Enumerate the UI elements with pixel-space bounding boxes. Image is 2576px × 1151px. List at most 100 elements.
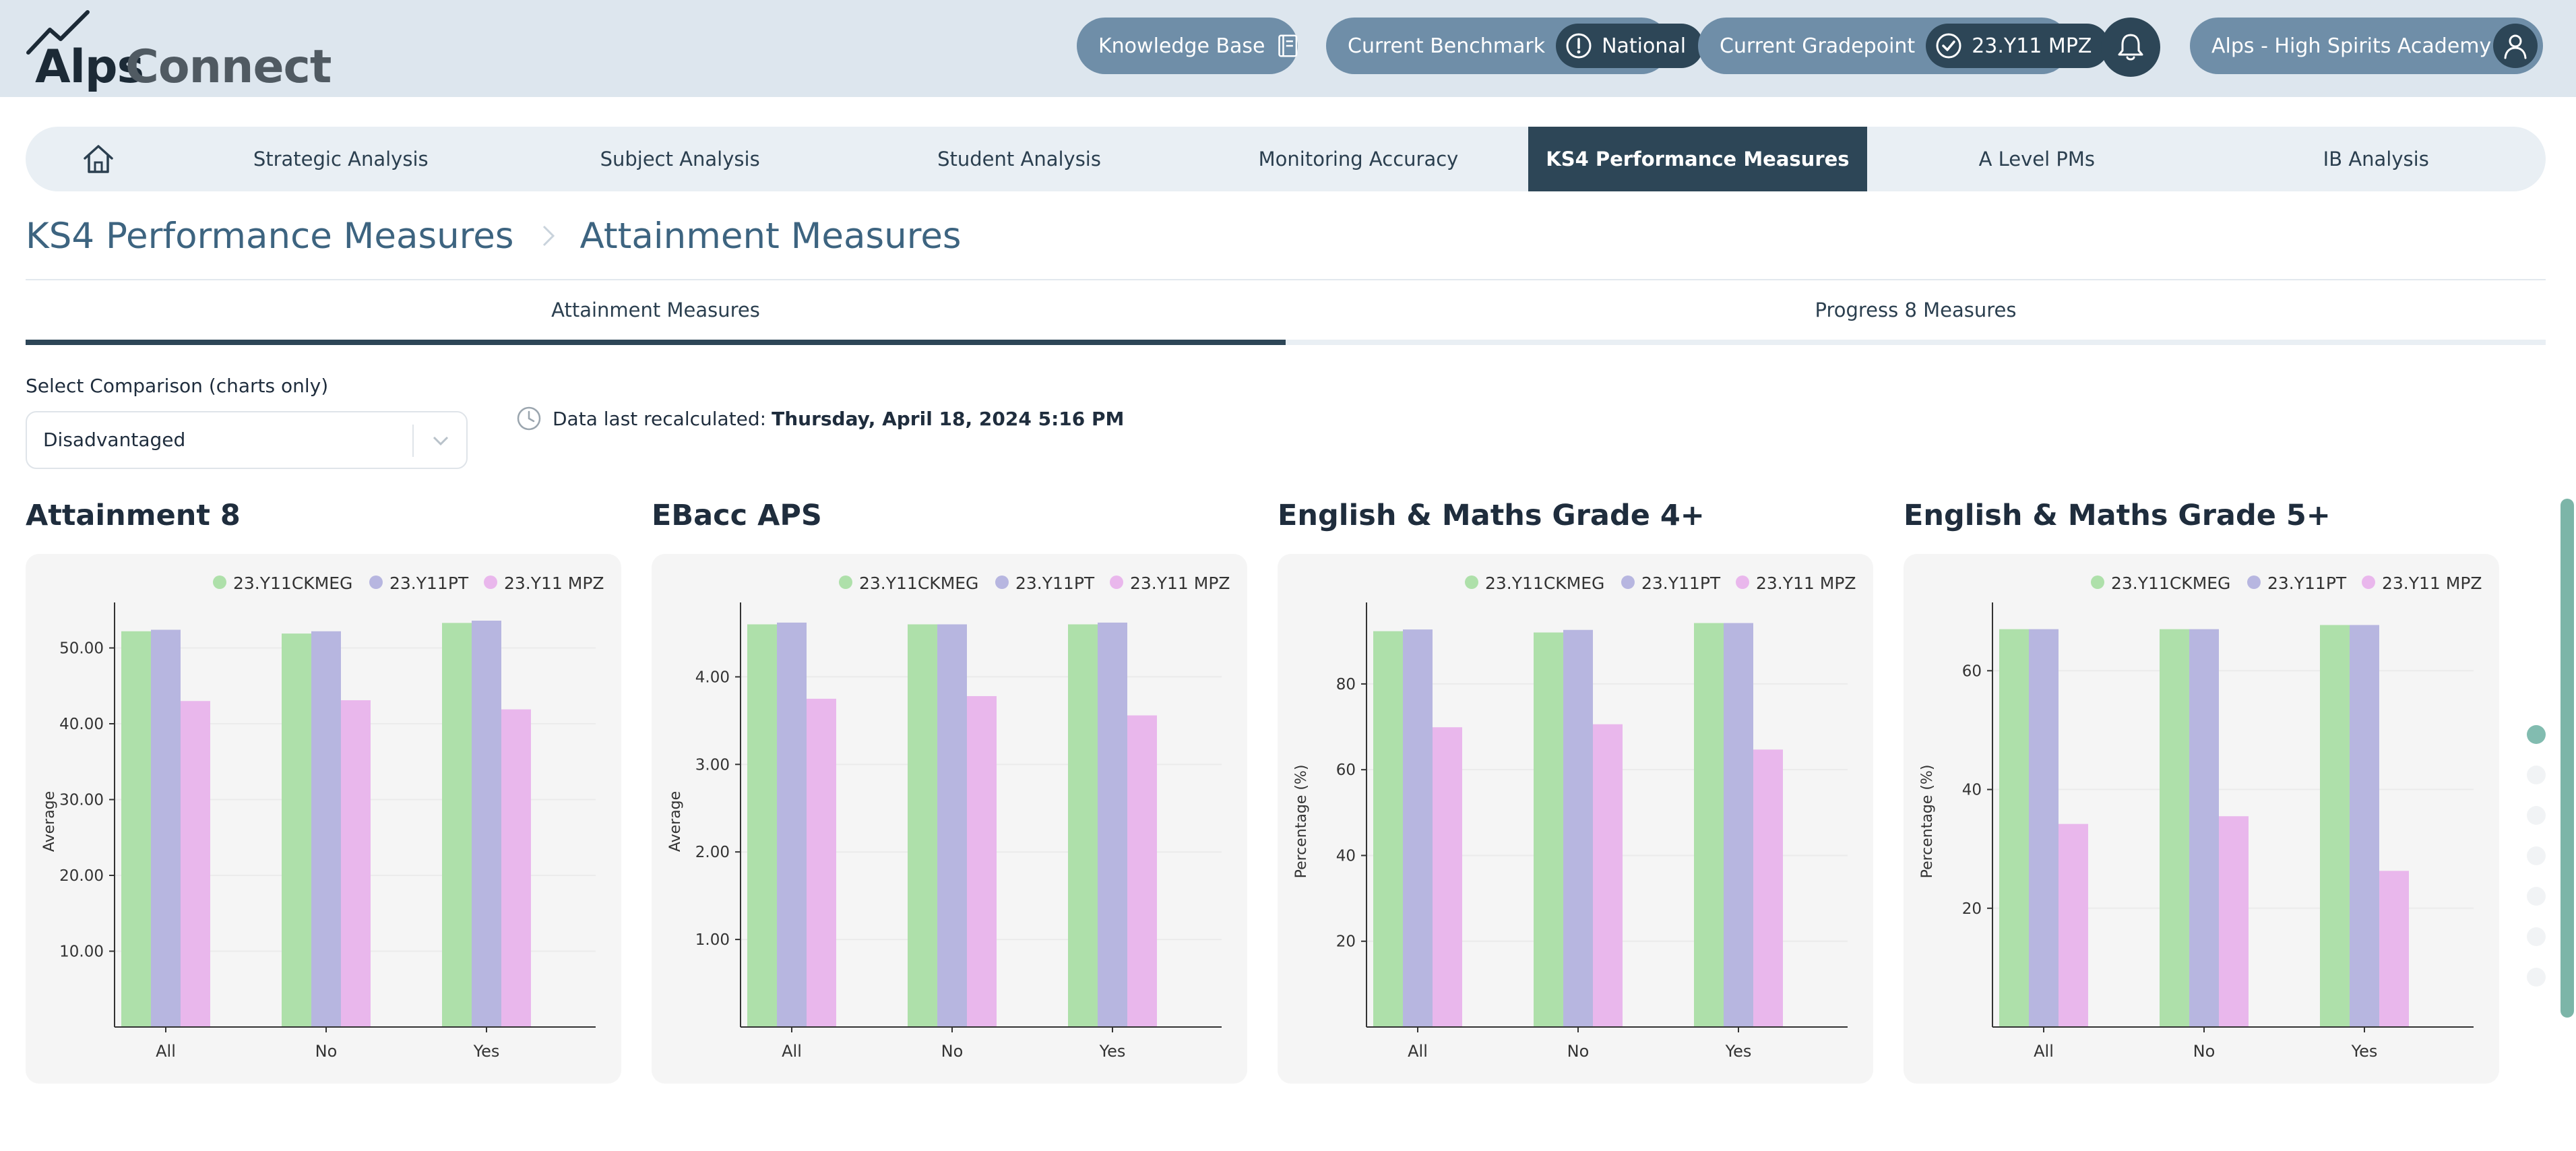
bar-23-y11pt-no (937, 624, 967, 1027)
section-nav-dot[interactable] (2527, 766, 2546, 784)
x-tick-label-no: No (941, 1042, 964, 1061)
tab-ks4-performance-measures[interactable]: KS4 Performance Measures (1528, 127, 1868, 191)
y-tick-label: 30.00 (59, 792, 104, 809)
x-tick-label-all: All (782, 1042, 802, 1061)
bar-23-y11ckmeg-all (1999, 629, 2029, 1027)
y-tick-label: 40 (1336, 847, 1356, 865)
chart-card-ebacc-aps: 23.Y11CKMEG 23.Y11PT 23.Y11 MPZ All No Yes 1.0… (652, 554, 1247, 1084)
bar-23-y11-mpz-yes (501, 709, 531, 1027)
tab-subject-analysis[interactable]: Subject Analysis (600, 148, 760, 170)
y-tick-label: 80 (1336, 676, 1356, 693)
bar-23-y11ckmeg-all (1373, 631, 1403, 1027)
legend-label-23-y11-mpz: 23.Y11 MPZ (504, 573, 604, 593)
breadcrumb: KS4 Performance Measures Attainment Meas… (26, 209, 962, 263)
chart-title-attainment-8: Attainment 8 (26, 499, 241, 532)
bar-23-y11ckmeg-no (2160, 629, 2189, 1027)
breadcrumb-parent[interactable]: KS4 Performance Measures (26, 215, 514, 257)
vertical-scrollbar[interactable] (2561, 499, 2574, 1018)
bar-23-y11-mpz-no (341, 700, 371, 1027)
sub-tabs: Attainment Measures Progress 8 Measures (26, 279, 2546, 345)
tab-strategic-analysis[interactable]: Strategic Analysis (253, 148, 429, 170)
logo-trend-icon (26, 10, 90, 55)
home-icon (84, 145, 113, 173)
bar-23-y11pt-yes (1098, 622, 1127, 1027)
knowledge-base-button[interactable]: Knowledge Base (1077, 18, 1298, 74)
chart-attainment-8: 23.Y11CKMEG 23.Y11PT 23.Y11 MPZ All No Yes 10.… (41, 573, 604, 1061)
clock-icon (517, 406, 541, 431)
gradepoint-label: Current Gradepoint (1720, 34, 1916, 58)
bar-23-y11-mpz-all (181, 701, 210, 1027)
section-nav-dot[interactable] (2527, 806, 2546, 825)
tab-a-level-pms[interactable]: A Level PMs (1978, 148, 2096, 170)
section-nav-dot[interactable] (2527, 968, 2546, 987)
y-tick-label: 3.00 (695, 756, 730, 774)
section-nav-dot-active[interactable] (2527, 725, 2546, 744)
info-exclamation-icon (1566, 33, 1592, 59)
chevron-down-icon (433, 436, 449, 446)
legend-swatch-23-y11-mpz (484, 576, 497, 589)
school-account-menu[interactable]: Alps - High Spirits Academy (E) (2190, 18, 2543, 74)
y-axis-title: Average (667, 791, 684, 852)
x-tick-label-all: All (2034, 1042, 2054, 1061)
bar-23-y11-mpz-all (2059, 823, 2088, 1027)
chart-title-em-grade-5: English & Maths Grade 5+ (1904, 499, 2331, 532)
notifications-button[interactable] (2101, 18, 2160, 77)
x-tick-label-no: No (1567, 1042, 1590, 1061)
bar-23-y11pt-all (151, 629, 181, 1027)
comparison-label: Select Comparison (charts only) (26, 375, 329, 397)
legend-swatch-23-y11-mpz (1110, 576, 1123, 589)
current-gradepoint-selector[interactable]: Current Gradepoint 23.Y11 MPZ (1698, 18, 2110, 74)
bar-23-y11-mpz-all (1433, 727, 1462, 1027)
section-nav-dot[interactable] (2527, 846, 2546, 865)
chart-title-em-grade-4: English & Maths Grade 4+ (1278, 499, 1705, 532)
x-tick-label-all: All (156, 1042, 176, 1061)
legend-label-23-y11ckmeg: 23.Y11CKMEG (2111, 573, 2230, 593)
y-tick-label: 20 (1962, 900, 1982, 918)
section-nav-dot[interactable] (2527, 927, 2546, 946)
bar-23-y11-mpz-no (1593, 724, 1623, 1027)
top-header: Alps Connect Knowledge Base Current Benc… (0, 0, 2576, 97)
breadcrumb-current: Attainment Measures (579, 215, 962, 257)
legend-label-23-y11ckmeg: 23.Y11CKMEG (1485, 573, 1604, 593)
bar-23-y11ckmeg-no (908, 624, 937, 1027)
legend-swatch-23-y11ckmeg (1465, 576, 1478, 589)
y-tick-label: 10.00 (59, 943, 104, 961)
bar-23-y11pt-all (2029, 629, 2059, 1027)
legend-swatch-23-y11pt (369, 576, 383, 589)
chevron-right-icon (542, 225, 555, 247)
tab-ib-analysis[interactable]: IB Analysis (2323, 148, 2429, 170)
tab-monitoring-accuracy[interactable]: Monitoring Accuracy (1258, 148, 1459, 170)
user-avatar-icon (2493, 24, 2538, 68)
gradepoint-value-chip[interactable]: 23.Y11 MPZ (1926, 24, 2110, 68)
tab-student-analysis[interactable]: Student Analysis (937, 148, 1101, 170)
bar-23-y11pt-all (777, 622, 807, 1027)
legend-swatch-23-y11pt (2247, 576, 2261, 589)
bar-23-y11-mpz-all (807, 698, 836, 1027)
y-tick-label: 50.00 (59, 640, 104, 658)
bar-23-y11ckmeg-yes (442, 623, 472, 1027)
section-nav-dot[interactable] (2527, 887, 2546, 906)
chart-card-em-grade-4: 23.Y11CKMEG 23.Y11PT 23.Y11 MPZ All No Yes 20 4… (1278, 554, 1873, 1084)
comparison-select[interactable]: Disadvantaged (26, 411, 468, 469)
legend-label-23-y11-mpz: 23.Y11 MPZ (1756, 573, 1856, 593)
alps-connect-logo[interactable]: Alps Connect (26, 9, 332, 94)
legend-swatch-23-y11ckmeg (213, 576, 226, 589)
benchmark-value: National (1602, 34, 1687, 58)
y-axis-title: Percentage (%) (1293, 765, 1310, 879)
chart-ebacc-aps: 23.Y11CKMEG 23.Y11PT 23.Y11 MPZ All No Yes 1.0… (667, 573, 1230, 1061)
bar-23-y11pt-no (311, 631, 341, 1027)
subtab-attainment-measures[interactable]: Attainment Measures (26, 280, 1286, 345)
bar-23-y11ckmeg-no (282, 633, 311, 1027)
home-button[interactable] (26, 127, 171, 191)
bar-23-y11ckmeg-all (121, 631, 151, 1027)
subtab-progress-8-measures[interactable]: Progress 8 Measures (1286, 280, 2546, 345)
legend-label-23-y11pt: 23.Y11PT (2267, 573, 2347, 593)
book-icon (1278, 34, 1297, 57)
bar-23-y11-mpz-yes (1753, 749, 1783, 1027)
bar-23-y11-mpz-no (2219, 816, 2249, 1027)
current-benchmark-selector[interactable]: Current Benchmark National (1326, 18, 1704, 74)
legend-swatch-23-y11-mpz (1736, 576, 1749, 589)
y-axis-title: Percentage (%) (1919, 765, 1936, 879)
benchmark-value-chip[interactable]: National (1556, 24, 1704, 68)
bar-23-y11pt-yes (1724, 623, 1753, 1027)
